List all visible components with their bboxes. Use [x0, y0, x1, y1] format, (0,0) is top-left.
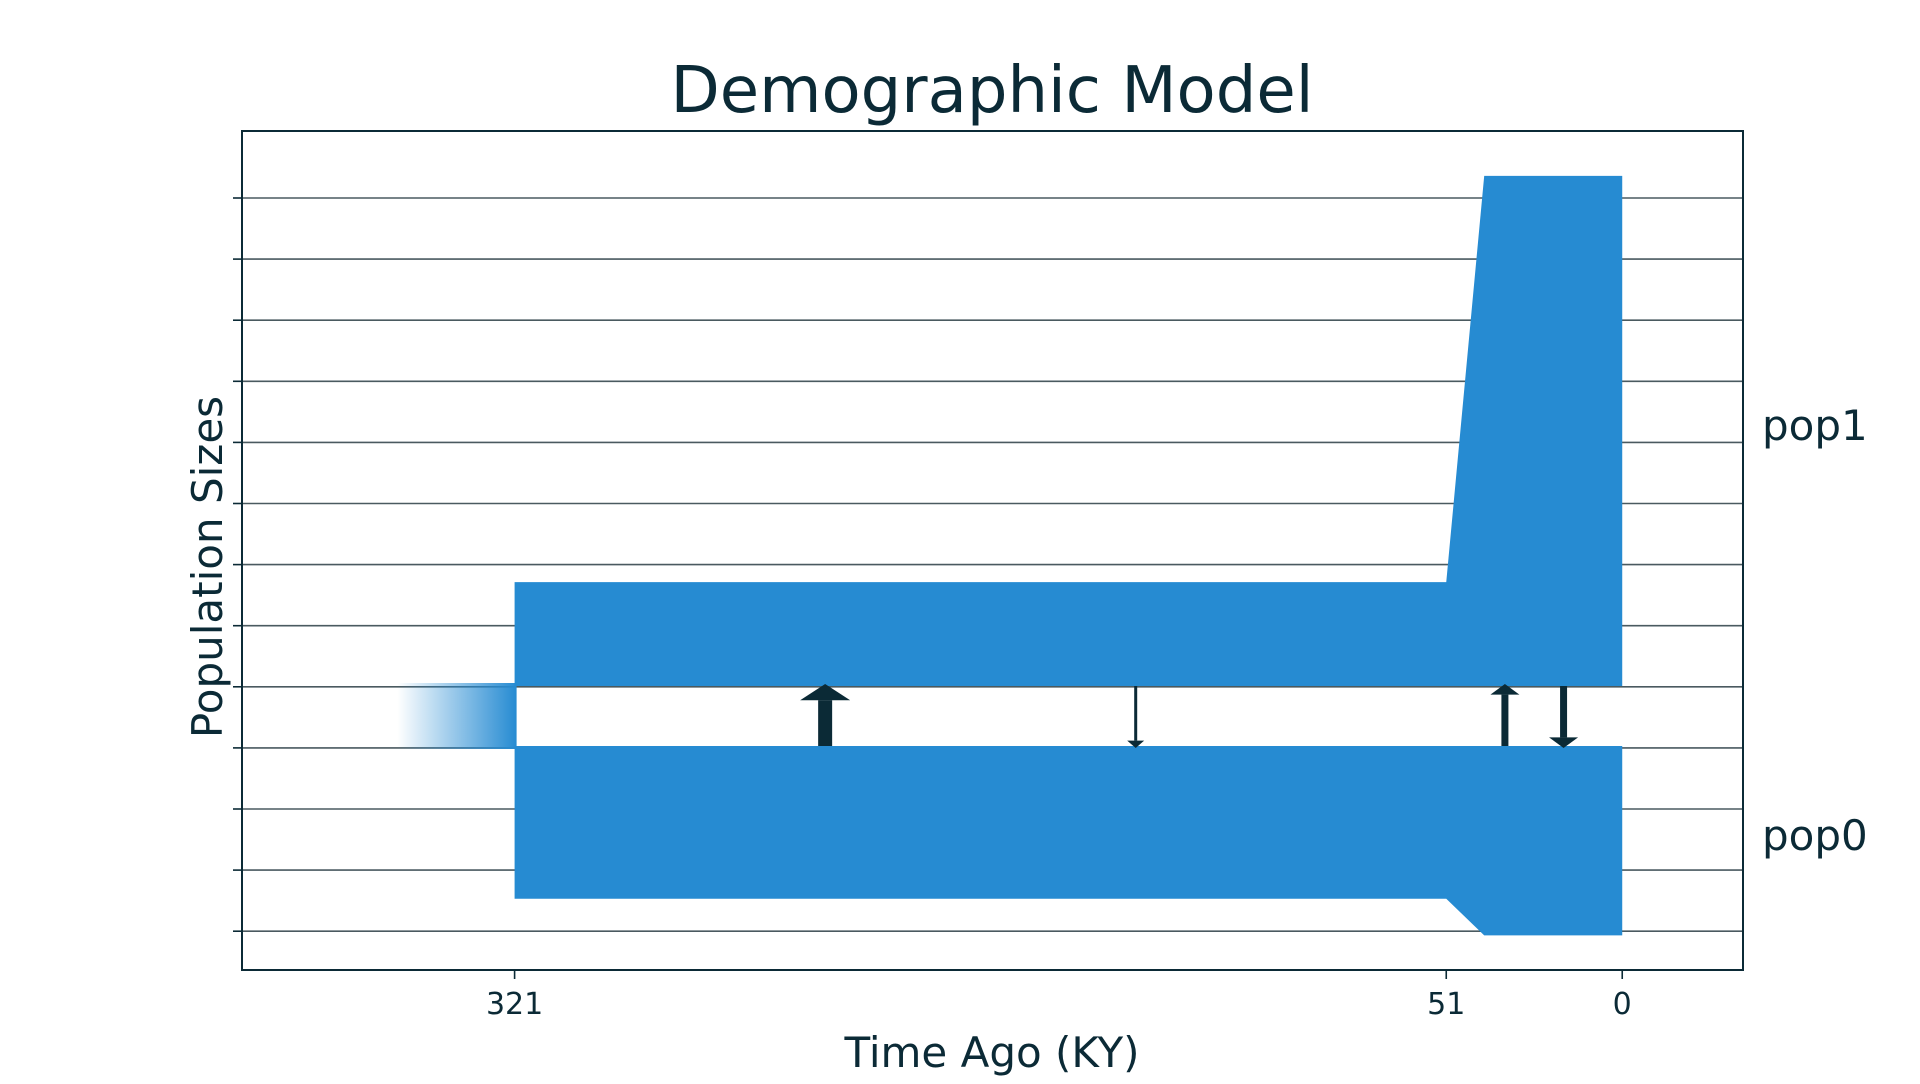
ancestral-block [397, 683, 517, 749]
migration-arrows [800, 684, 1579, 748]
axis-ticks: 321 51 0 [233, 197, 1632, 1022]
x-tick-label: 321 [486, 987, 543, 1022]
pop0-block [514, 746, 1623, 936]
migration-arrow-shaft [1560, 686, 1568, 738]
chart-title: Demographic Model [671, 54, 1314, 128]
pop1-block [514, 175, 1623, 686]
x-axis-label: Time Ago (KY) [843, 1028, 1139, 1077]
plot-frame [241, 130, 1744, 971]
population-blocks [397, 175, 1623, 936]
y-axis-label: Population Sizes [183, 396, 232, 738]
migration-arrow-head [800, 684, 851, 701]
migration-arrow-shaft [1134, 686, 1138, 741]
migration-arrow-head [1127, 740, 1145, 748]
migration-arrow-head [1549, 737, 1579, 748]
x-tick-label: 51 [1427, 987, 1465, 1022]
pop1-label: pop1 [1762, 401, 1868, 450]
pop0-label: pop0 [1762, 811, 1868, 860]
x-tick-label: 0 [1613, 987, 1632, 1022]
migration-arrow-shaft [1501, 694, 1509, 746]
migration-arrow-shaft [818, 700, 833, 746]
migration-arrow-head [1490, 684, 1520, 695]
